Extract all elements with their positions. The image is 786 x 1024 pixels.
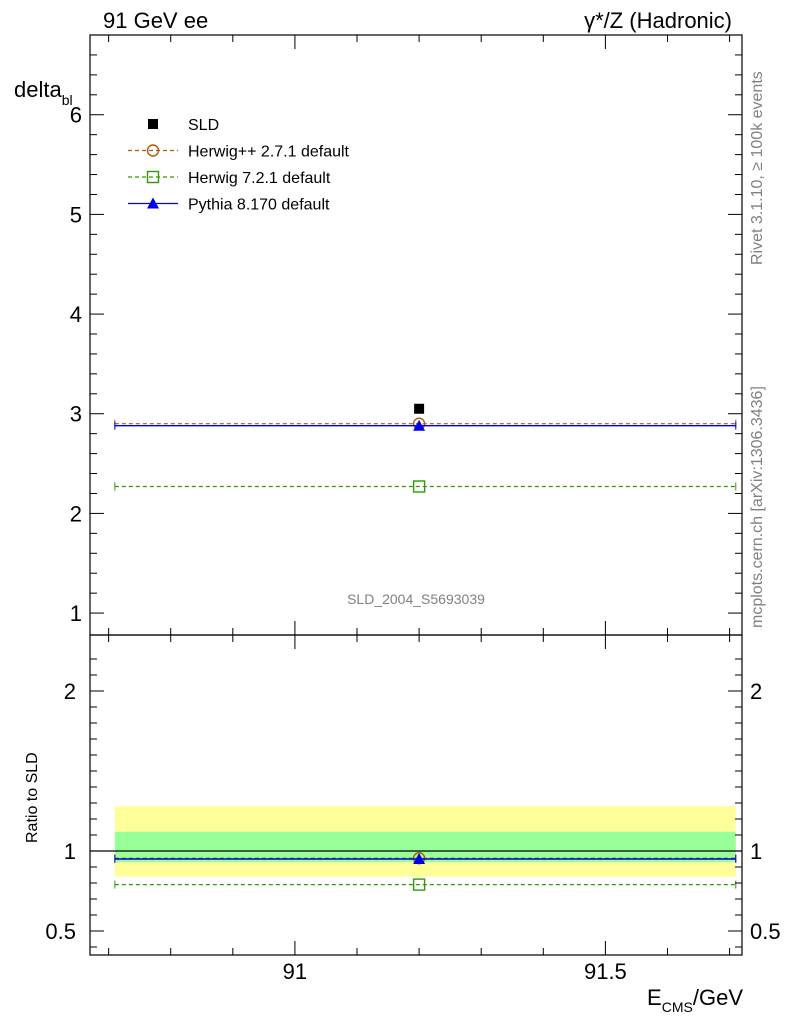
main-ytick-label: 6 bbox=[70, 103, 82, 128]
legend-marker-herwig7 bbox=[146, 170, 160, 184]
main-ytick-label: 4 bbox=[70, 302, 82, 327]
ratio-ytick-label-right: 1 bbox=[750, 839, 762, 864]
main-ytick-label: 5 bbox=[70, 202, 82, 227]
main-marker-data bbox=[414, 403, 425, 414]
legend-label-herwig7: Herwig 7.2.1 default bbox=[188, 170, 331, 187]
xtick-label: 91 bbox=[283, 959, 307, 984]
main-ylabel-main: delta bbox=[14, 77, 62, 102]
main-panel: 1 2 3 4 5 6 bbox=[70, 34, 743, 636]
x-axis-label: ECMS/GeV bbox=[647, 985, 743, 1015]
legend-label-pythia: Pythia 8.170 default bbox=[188, 197, 330, 214]
main-ytick-label: 1 bbox=[70, 601, 82, 626]
legend-marker-herwigpp bbox=[146, 144, 160, 157]
rivet-label: Rivet 3.1.10, ≥ 100k events bbox=[749, 71, 766, 265]
ratio-panel: 0.5 0.5 1 1 2 2 91 91.5 bbox=[45, 634, 781, 984]
legend-marker-pythia bbox=[147, 197, 159, 209]
main-marker-herwig7 bbox=[412, 480, 426, 493]
ratio-marker-pythia bbox=[413, 853, 426, 864]
main-ylabel: deltabl bbox=[14, 77, 73, 108]
ratio-marker-herwig7 bbox=[412, 878, 426, 891]
ratio-ytick-label-left: 1 bbox=[64, 839, 76, 864]
ratio-ytick-label-right: 2 bbox=[750, 679, 762, 704]
mcplots-label: mcplots.cern.ch [arXiv:1306.3436] bbox=[749, 386, 766, 628]
legend: SLD Herwig++ 2.7.1 default Herwig 7.2.1 de… bbox=[128, 117, 350, 214]
main-ytick-label: 3 bbox=[70, 402, 82, 427]
main-ylabel-sub: bl bbox=[62, 92, 73, 108]
xtick-label: 91.5 bbox=[584, 959, 627, 984]
ratio-band-inner bbox=[114, 831, 736, 863]
ratio-ytick-label-left: 2 bbox=[64, 679, 76, 704]
ratio-ylabel: Ratio to SLD bbox=[24, 752, 41, 843]
xlabel-sub: CMS bbox=[662, 999, 693, 1015]
main-marker-pythia bbox=[413, 419, 426, 431]
main-ytick-label: 2 bbox=[70, 501, 82, 526]
ratio-ytick-label-left: 0.5 bbox=[45, 919, 76, 944]
ratio-ytick-label-right: 0.5 bbox=[750, 919, 781, 944]
legend-marker-data bbox=[148, 119, 158, 129]
xlabel-unit: /GeV bbox=[693, 985, 743, 1010]
ratio-frame bbox=[89, 634, 743, 956]
header-right-label: γ*/Z (Hadronic) bbox=[584, 8, 732, 33]
analysis-watermark: SLD_2004_S5693039 bbox=[347, 591, 485, 607]
legend-label-herwigpp: Herwig++ 2.7.1 default bbox=[188, 144, 350, 161]
xlabel-main: E bbox=[647, 985, 662, 1010]
header-left-label: 91 GeV ee bbox=[103, 8, 208, 33]
legend-label-data: SLD bbox=[188, 117, 219, 134]
